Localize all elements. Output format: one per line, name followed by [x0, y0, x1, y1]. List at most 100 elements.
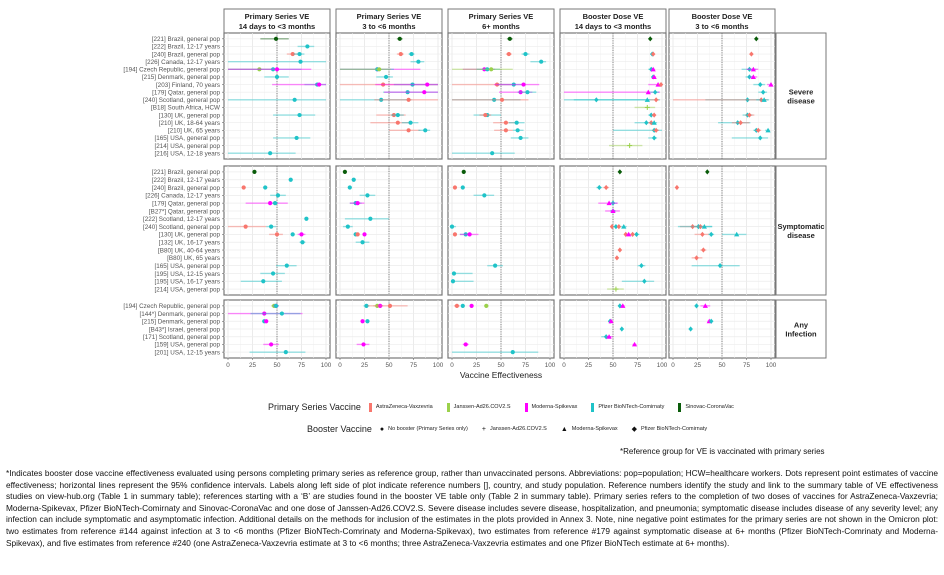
- ve-point-diamond: [690, 223, 695, 230]
- triangle-shape-icon: ▲: [560, 425, 568, 433]
- ve-point-triangle: [701, 223, 707, 229]
- primary-legend-title: Primary Series Vaccine: [268, 402, 361, 412]
- ve-point-triangle: [645, 89, 651, 95]
- x-tick-label: 25: [473, 362, 481, 369]
- ve-point: [514, 120, 519, 125]
- ve-point: [469, 303, 474, 308]
- ve-point-diamond: [651, 135, 657, 141]
- ve-point: [492, 97, 497, 102]
- ve-point: [365, 193, 370, 198]
- ve-point: [378, 303, 383, 308]
- ve-point: [503, 128, 508, 133]
- column-header-box: [559, 8, 667, 34]
- ve-point-diamond: [749, 51, 754, 57]
- ve-point-diamond: [603, 184, 609, 191]
- ve-point-diamond: [694, 303, 699, 309]
- x-tick-label: 100: [545, 362, 556, 369]
- ve-point: [422, 90, 427, 95]
- ve-point: [416, 59, 421, 64]
- ve-point: [355, 232, 360, 237]
- ve-point: [515, 128, 520, 133]
- ve-point: [274, 74, 280, 80]
- ve-point: [521, 82, 526, 87]
- ve-point-diamond: [758, 81, 763, 88]
- ve-point: [275, 193, 281, 198]
- x-tick-label: 100: [657, 362, 668, 369]
- column-header-subtitle: 14 days to <3 months: [575, 22, 651, 31]
- ve-point-triangle: [651, 74, 657, 79]
- ve-point: [406, 128, 411, 133]
- x-tick-label: 25: [694, 362, 702, 369]
- ve-point: [365, 319, 370, 324]
- ve-point: [345, 224, 350, 229]
- study-label: [203] Finland, 70 years: [156, 82, 220, 89]
- ve-point: [290, 51, 295, 57]
- ve-point: [292, 97, 297, 102]
- ve-point-diamond: [652, 89, 658, 95]
- ve-point: [452, 232, 458, 237]
- ve-point: [391, 112, 396, 118]
- row-strip-label: Any: [794, 321, 809, 330]
- study-label: [221] Brazil, general pop: [152, 169, 221, 176]
- x-tick-label: 75: [634, 362, 642, 369]
- study-label: [221] Brazil, general pop: [152, 36, 221, 43]
- ve-point: [395, 112, 400, 118]
- ve-point-diamond: [619, 326, 625, 332]
- ve-point: [507, 36, 512, 41]
- x-tick-label: 0: [671, 362, 675, 369]
- study-label: [222] Brazil, 12-17 years: [152, 44, 220, 51]
- row-strip-box: [775, 165, 827, 296]
- ve-point: [252, 169, 257, 175]
- row-strip-label: Severe: [789, 88, 814, 97]
- legend-label: Moderna-Spikevax: [571, 426, 618, 432]
- column-header-subtitle: 14 days to <3 months: [239, 22, 315, 31]
- x-tick-label: 50: [718, 362, 726, 369]
- ve-point-diamond: [754, 36, 759, 42]
- reference-group-note: *Reference group for VE is vaccinated wi…: [620, 447, 825, 456]
- legend-color-swatch: [524, 402, 528, 412]
- ve-point-diamond: [756, 127, 761, 133]
- ve-point-diamond: [709, 318, 714, 324]
- ve-point-diamond: [658, 81, 664, 88]
- primary-series-legend: Primary Series Vaccine AstraZeneca-Vaxze…: [268, 402, 748, 412]
- ve-point: [317, 82, 322, 87]
- ve-point-diamond: [747, 112, 752, 118]
- column-header-title: Primary Series VE: [469, 12, 534, 21]
- ve-point-diamond: [758, 135, 763, 141]
- ve-point: [405, 90, 410, 95]
- ve-point-triangle: [765, 127, 771, 133]
- ve-point-diamond: [649, 120, 654, 126]
- ve-point-triangle: [651, 120, 657, 125]
- row-strip-label: Symptomatic: [777, 222, 824, 231]
- ve-point: [395, 120, 400, 125]
- study-label: [226] Canada, 12-17 years: [145, 193, 220, 200]
- figure-footnote: *Indicates booster dose vaccine effectiv…: [6, 468, 938, 548]
- ve-point-triangle: [606, 334, 612, 339]
- x-tick-label: 50: [609, 362, 617, 369]
- study-label: [240] Brazil, general pop: [152, 185, 221, 192]
- ve-point: [506, 51, 511, 57]
- ve-point-triangle: [620, 303, 626, 308]
- ve-point-triangle: [626, 231, 632, 237]
- ve-point: [381, 82, 386, 87]
- ve-point-triangle: [621, 223, 627, 229]
- ve-point: [450, 279, 456, 284]
- ve-point: [423, 128, 428, 133]
- study-label: [144*] Denmark, general pop: [139, 311, 220, 318]
- ve-point: [268, 151, 273, 156]
- x-tick-label: 100: [766, 362, 777, 369]
- ve-point: [261, 279, 266, 284]
- ve-point-triangle: [631, 341, 638, 347]
- legend-item-janssen: Janssen-Ad26.COV2.S: [446, 402, 511, 412]
- ve-point: [243, 224, 248, 229]
- ve-point: [452, 185, 458, 190]
- legend-label: No booster (Primary Series only): [388, 426, 468, 432]
- study-label: [195] USA, 16-17 years: [155, 279, 220, 286]
- ve-point: [397, 36, 402, 41]
- ve-point: [274, 232, 280, 237]
- booster-legend: Booster Vaccine ● No booster (Primary Ser…: [307, 424, 721, 434]
- ve-point-diamond: [649, 112, 654, 118]
- ve-point: [375, 303, 380, 308]
- ve-point-diamond: [745, 97, 750, 103]
- ve-point: [406, 97, 411, 102]
